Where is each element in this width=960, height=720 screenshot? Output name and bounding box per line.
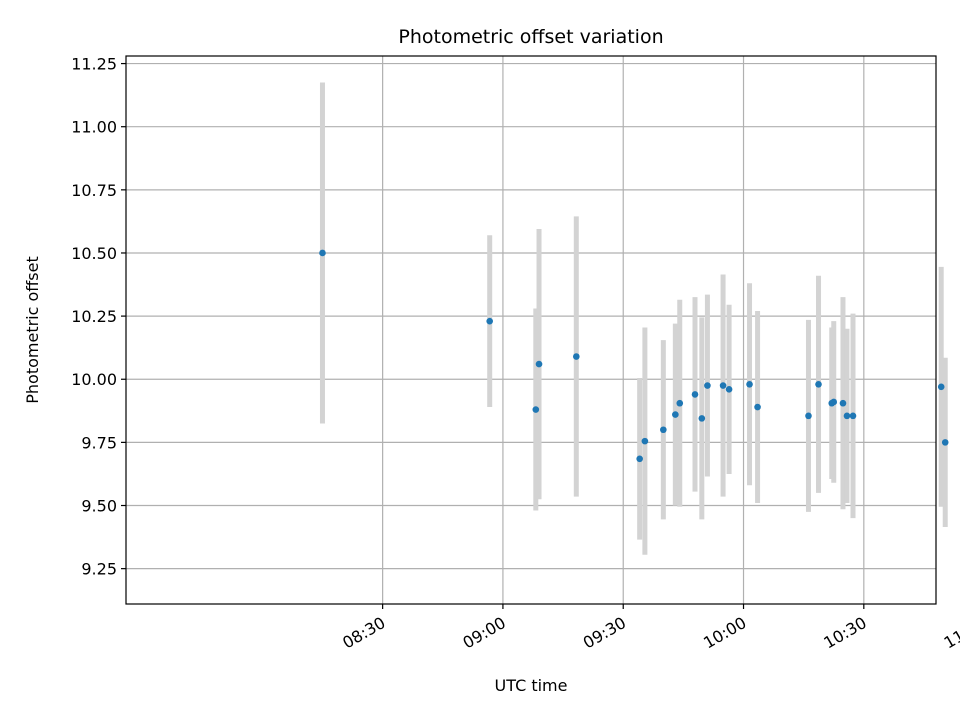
y-axis-title: Photometric offset bbox=[23, 256, 42, 404]
y-tick-label: 9.75 bbox=[81, 433, 117, 452]
data-point bbox=[672, 411, 679, 418]
y-tick-label: 11.25 bbox=[71, 55, 117, 74]
data-point bbox=[725, 386, 733, 393]
data-point bbox=[839, 399, 847, 407]
data-point bbox=[573, 353, 580, 360]
data-point bbox=[830, 398, 838, 406]
y-tick-label: 10.25 bbox=[71, 307, 117, 326]
data-points bbox=[319, 249, 949, 463]
data-point bbox=[754, 403, 761, 411]
data-point bbox=[319, 249, 326, 257]
grid-lines bbox=[126, 56, 936, 604]
data-point bbox=[660, 426, 667, 434]
y-tick-label: 9.50 bbox=[81, 497, 117, 516]
y-tick-label: 10.75 bbox=[71, 181, 117, 200]
data-point bbox=[815, 380, 822, 388]
data-point bbox=[535, 360, 543, 368]
data-point bbox=[746, 380, 753, 388]
y-tick-label: 11.00 bbox=[71, 118, 117, 137]
data-point bbox=[636, 455, 643, 463]
data-point bbox=[937, 383, 945, 391]
data-point bbox=[719, 382, 727, 389]
y-tick-label: 9.25 bbox=[81, 560, 117, 579]
data-point bbox=[698, 415, 706, 422]
data-point bbox=[805, 412, 812, 420]
y-tick-label: 10.00 bbox=[71, 370, 117, 389]
data-point bbox=[941, 439, 949, 446]
plot-area-frame bbox=[125, 55, 937, 605]
data-point bbox=[704, 382, 711, 389]
x-axis-title: UTC time bbox=[495, 676, 568, 695]
data-point bbox=[486, 317, 493, 325]
data-point bbox=[691, 391, 699, 398]
data-point bbox=[843, 412, 851, 420]
data-point bbox=[849, 412, 857, 420]
data-point bbox=[676, 399, 684, 407]
data-point bbox=[532, 406, 540, 413]
chart-title: Photometric offset variation bbox=[398, 26, 663, 48]
y-tick-label: 10.50 bbox=[71, 244, 117, 263]
data-point bbox=[641, 437, 649, 445]
